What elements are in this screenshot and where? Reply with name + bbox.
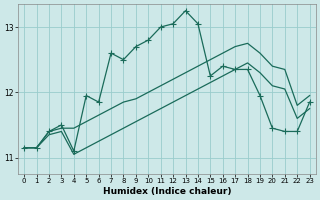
X-axis label: Humidex (Indice chaleur): Humidex (Indice chaleur) (103, 187, 231, 196)
